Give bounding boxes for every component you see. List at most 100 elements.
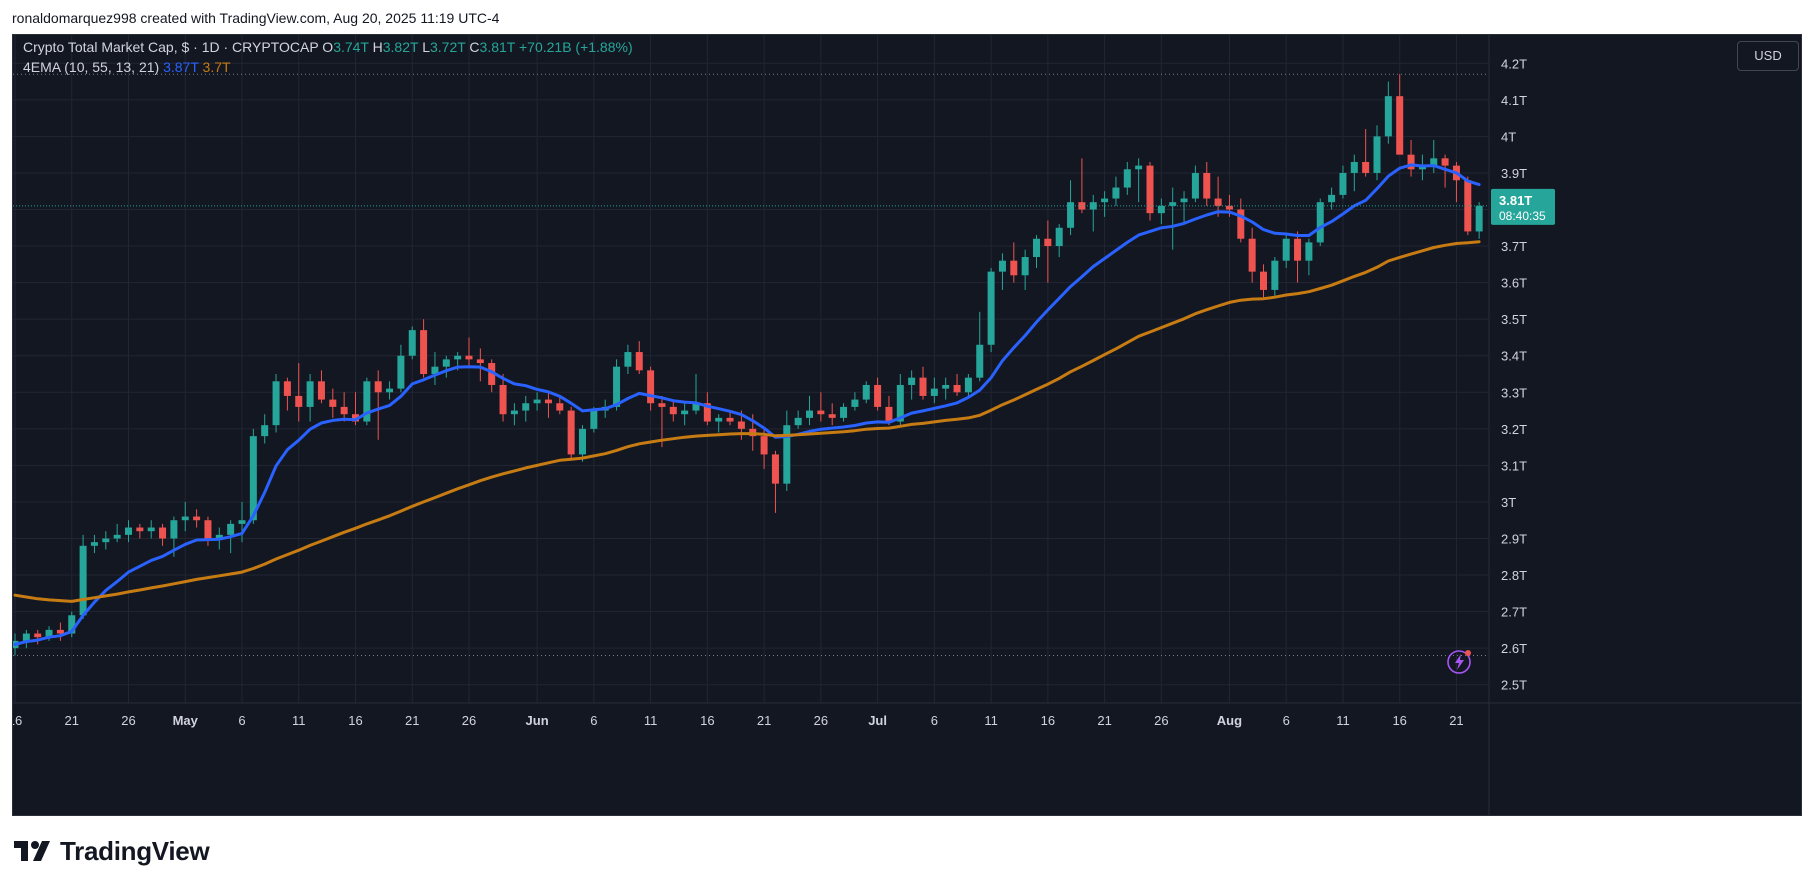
y-tick-label: 4T [1501,129,1516,144]
candle-body [964,377,972,393]
candle-body [227,523,235,535]
x-tick-label: 11 [644,713,658,728]
candle-body [874,384,882,407]
candle-body [34,633,42,638]
candle-body [1373,136,1381,173]
candle-body [930,388,938,396]
candle-up [715,414,723,433]
symbol-legend[interactable]: Crypto Total Market Cap, $ · 1D · CRYPTO… [23,39,633,55]
candle-up [1316,198,1324,247]
candlestick-chart[interactable]: 16 21 26 May 6 11 16 21 26 Jun 6 11 16 21 26 Jul 6 11 16 21… [13,35,1801,815]
y-tick-label: 2.9T [1501,532,1527,547]
candle-up [1033,235,1040,268]
candle-down [1203,161,1211,206]
price-tag [1491,188,1555,225]
candle-body [1169,202,1177,206]
candle-body [1339,172,1347,195]
candle-body [771,454,779,484]
candle-body [352,414,359,422]
candle-down [488,359,496,393]
x-tick-label: 26 [462,713,476,728]
candle-body [1248,238,1256,272]
candle-body [737,421,745,429]
candle-up [1089,194,1097,232]
candle-body [317,381,325,400]
candle-body [1180,198,1188,203]
candle-up [1123,161,1131,195]
candle-up [238,501,246,543]
ohlc-change: +70.21B (+1.88%) [518,39,633,55]
candle-down [1044,220,1052,283]
candle-body [1157,205,1165,214]
chart-panel[interactable]: 16 21 26 May 6 11 16 21 26 Jun 6 11 16 21 26 Jul 6 11 16 21… [12,34,1802,816]
candle-down [499,374,507,422]
candle-body [1135,165,1143,170]
candle-up [1067,180,1075,236]
candle-body [1033,238,1040,258]
candle-up [181,501,189,532]
candle-body [567,410,575,455]
candle-body [942,384,950,389]
candle-body [1475,205,1483,232]
candle-down [1078,158,1086,214]
candle-body [1362,161,1370,173]
candle-up [1271,257,1279,298]
candle-body [885,406,893,422]
candle-up [79,534,87,619]
candle-down [1248,227,1256,283]
candle-body [976,344,984,378]
candle-body [68,615,76,634]
candle-down [828,403,836,426]
candle-body [590,410,598,429]
candle-body [1237,209,1245,239]
candle-body [125,527,132,535]
candle-body [215,534,223,539]
indicator-label: 4EMA (10, 55, 13, 21) [23,59,160,75]
candle-body [1055,227,1063,247]
ohlc-low: L3.72T [422,39,466,55]
candle-down [1441,154,1449,188]
candle-body [579,428,586,455]
candle-body [420,330,428,374]
candle-body [681,410,689,415]
ema-slow-line [13,240,1481,603]
lightning-icon-bolt [1455,654,1464,670]
candle-body [1214,198,1222,206]
candle-down [136,523,144,539]
tradingview-footer[interactable]: TradingView [14,836,210,867]
currency-button[interactable]: USD [1737,41,1799,71]
candle-up [1101,191,1109,217]
candle-up [964,374,972,396]
candle-body [306,381,314,407]
candle-down [329,388,337,418]
candle-body [1282,238,1290,261]
x-tick-label: 11 [292,713,306,728]
candle-down [658,395,666,448]
indicator-legend[interactable]: 4EMA (10, 55, 13, 21) 3.87T 3.7T [23,59,231,75]
candle-body [283,381,291,396]
x-tick-label: 16 [13,713,22,728]
y-tick-label: 3.5T [1501,312,1527,327]
candle-body [159,527,167,539]
candle-body [1112,187,1120,199]
y-tick-label: 3.6T [1501,276,1527,291]
candle-up [1328,187,1336,210]
candle-down [567,406,575,459]
candle-up [1475,202,1483,239]
candle-body [1146,165,1154,214]
candle-up [1169,187,1177,250]
candle-up [998,253,1006,290]
y-tick-label: 4.2T [1501,56,1527,71]
candle-up [1180,191,1188,225]
y-tick-label: 4.1T [1501,93,1527,108]
candle-body [22,633,30,641]
candle-body [45,629,53,638]
candle-down [204,516,212,546]
candle-body [862,384,870,400]
candle-up [113,523,121,543]
candle-down [1214,176,1222,217]
candle-body [851,399,859,407]
candle-body [1350,161,1358,173]
candle-down [283,377,291,411]
candle-down [1396,74,1404,155]
